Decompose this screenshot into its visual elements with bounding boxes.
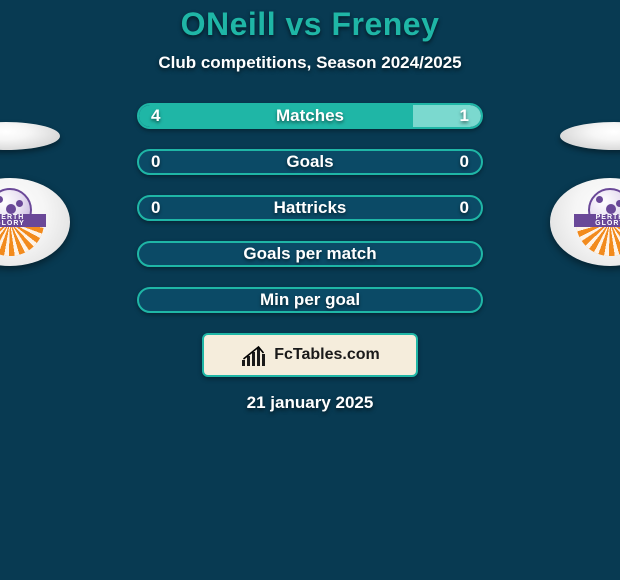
stat-label: Hattricks	[274, 198, 347, 218]
brand-chart-icon	[240, 344, 268, 366]
stat-label: Min per goal	[260, 290, 360, 310]
stat-value-right: 0	[460, 152, 469, 172]
stat-value-left: 4	[151, 106, 160, 126]
crest-icon: PERTH GLORY	[0, 186, 46, 258]
stat-label: Goals per match	[243, 244, 376, 264]
player-left-avatar	[0, 122, 60, 150]
page-title: ONeill vs Freney	[0, 6, 620, 43]
stat-row: 0 0 Hattricks	[137, 195, 483, 221]
vs-text: vs	[285, 6, 322, 42]
brand-box: FcTables.com	[202, 333, 418, 377]
fill-right	[413, 105, 481, 127]
stat-row: Goals per match	[137, 241, 483, 267]
club-badge-left: PERTH GLORY	[0, 178, 70, 266]
stat-value-right: 0	[460, 198, 469, 218]
player-left-name: ONeill	[181, 6, 276, 42]
player-right-name: Freney	[331, 6, 439, 42]
stat-label: Goals	[286, 152, 333, 172]
brand-text: FcTables.com	[274, 346, 380, 364]
stat-row: 4 1 Matches	[137, 103, 483, 129]
stat-value-left: 0	[151, 152, 160, 172]
date-text: 21 january 2025	[0, 393, 620, 413]
stat-value-right: 1	[460, 106, 469, 126]
crest-text-bottom: GLORY	[595, 221, 620, 227]
comparison-card: ONeill vs Freney Club competitions, Seas…	[0, 0, 620, 580]
stat-value-left: 0	[151, 198, 160, 218]
club-badge-right: PERTH GLORY	[550, 178, 620, 266]
player-right-avatar	[560, 122, 620, 150]
stat-row: Min per goal	[137, 287, 483, 313]
crest-text-bottom: GLORY	[0, 221, 25, 227]
stat-row: 0 0 Goals	[137, 149, 483, 175]
stat-rows: 4 1 Matches 0 0 Goals 0 0 Hattricks Goals per mat…	[137, 103, 483, 313]
stat-label: Matches	[276, 106, 344, 126]
crest-icon: PERTH GLORY	[574, 186, 620, 258]
subtitle: Club competitions, Season 2024/2025	[0, 53, 620, 73]
